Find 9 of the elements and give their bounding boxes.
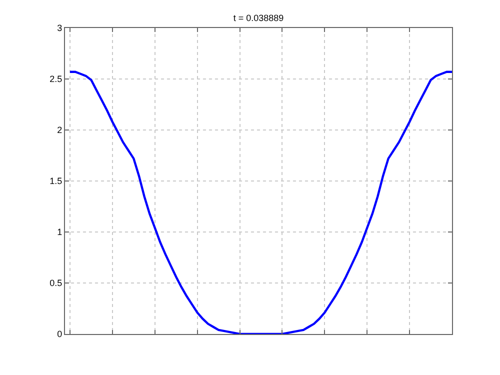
line-series <box>68 70 452 334</box>
y-tick-label: 3 <box>57 23 62 34</box>
y-tick-label: 0.5 <box>50 278 62 288</box>
y-tick-label: 1 <box>57 227 62 238</box>
y-tick-label: 2 <box>57 125 62 136</box>
y-tick-label: 0 <box>57 329 62 340</box>
y-tick-label: 2.5 <box>50 74 62 84</box>
chart-title: t = 0.038889 <box>233 13 284 24</box>
y-tick-label: 1.5 <box>50 176 62 186</box>
